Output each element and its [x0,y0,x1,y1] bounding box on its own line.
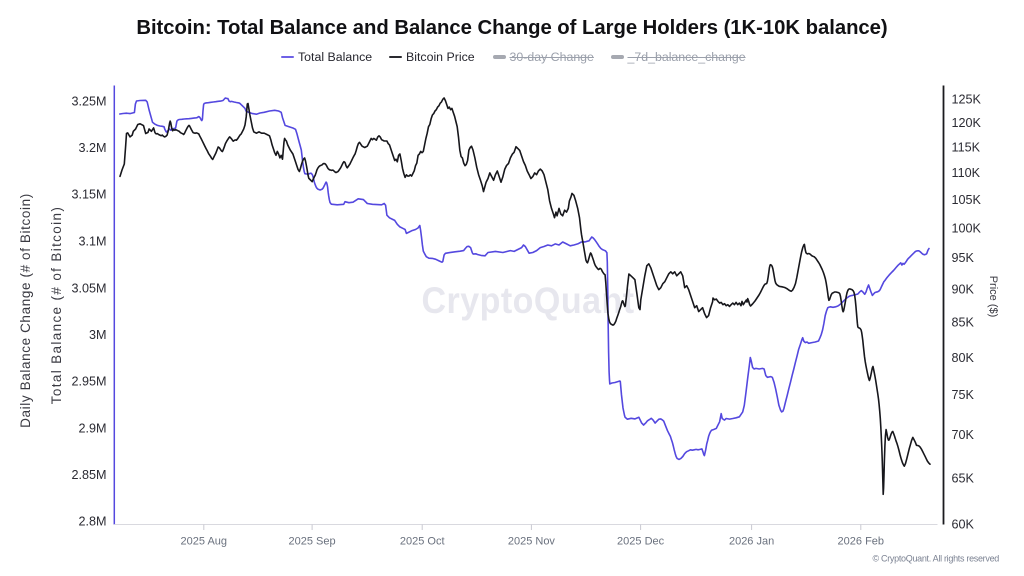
svg-text:3.05M: 3.05M [71,281,106,295]
svg-text:2026 Jan: 2026 Jan [729,536,774,548]
svg-text:95K: 95K [952,251,975,265]
svg-text:3.2M: 3.2M [79,141,107,155]
svg-text:2.95M: 2.95M [71,374,106,388]
svg-text:Daily Balance Change (# of Bit: Daily Balance Change (# of Bitcoin) [18,193,33,428]
svg-text:2.9M: 2.9M [79,421,107,435]
svg-text:60K: 60K [952,517,975,531]
svg-text:120K: 120K [952,116,982,130]
svg-text:125K: 125K [952,92,982,106]
svg-text:3.1M: 3.1M [79,234,107,248]
svg-text:2025 Dec: 2025 Dec [617,536,665,548]
svg-text:115K: 115K [952,140,981,154]
svg-text:75K: 75K [952,388,975,402]
svg-text:Price ($): Price ($) [987,276,999,318]
svg-text:90K: 90K [952,283,975,297]
svg-text:3M: 3M [89,328,107,342]
svg-text:105K: 105K [952,193,982,207]
svg-text:2025 Aug: 2025 Aug [181,536,228,548]
svg-text:2025 Sep: 2025 Sep [289,536,336,548]
svg-text:2025 Oct: 2025 Oct [400,536,445,548]
svg-text:3.15M: 3.15M [71,187,106,201]
svg-text:70K: 70K [952,428,975,442]
svg-text:2026 Feb: 2026 Feb [838,536,884,548]
svg-text:2025 Nov: 2025 Nov [508,536,556,548]
svg-text:80K: 80K [952,351,975,365]
svg-text:85K: 85K [952,315,975,329]
svg-text:110K: 110K [952,166,981,180]
svg-text:2.8M: 2.8M [79,514,107,528]
svg-text:Total Balance (# of Bitcoin): Total Balance (# of Bitcoin) [49,206,64,404]
svg-text:2.85M: 2.85M [71,468,106,482]
svg-text:© CryptoQuant. All rights rese: © CryptoQuant. All rights reserved [873,554,1000,564]
svg-text:3.25M: 3.25M [71,94,106,108]
svg-text:100K: 100K [952,221,982,235]
svg-text:65K: 65K [952,471,975,485]
